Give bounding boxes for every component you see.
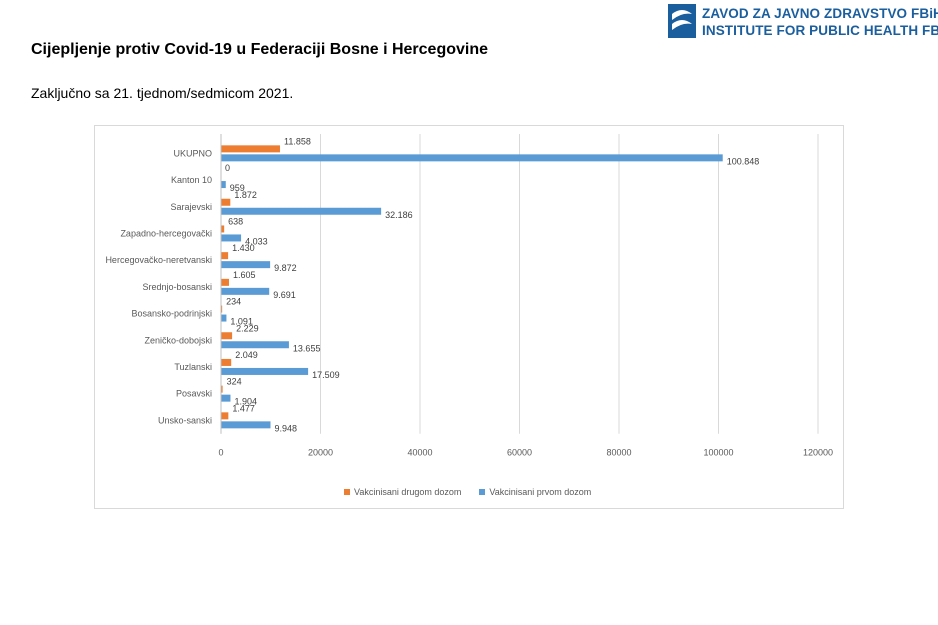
x-tick-label: 100000 bbox=[703, 448, 733, 458]
legend-swatch-first-dose bbox=[479, 489, 486, 495]
bar-second-dose bbox=[221, 198, 231, 206]
bar-second-dose bbox=[221, 385, 223, 393]
institute-logo: ZAVOD ZA JAVNO ZDRAVSTVO FBiH INSTITUTE … bbox=[668, 4, 938, 42]
bar-second-dose bbox=[221, 358, 232, 366]
data-label: 234 bbox=[226, 297, 241, 307]
institute-logo-icon bbox=[668, 4, 696, 38]
category-label: Kanton 10 bbox=[171, 175, 212, 185]
data-label: 9.948 bbox=[274, 423, 297, 433]
bar-second-dose bbox=[221, 412, 229, 420]
x-tick-label: 120000 bbox=[803, 448, 833, 458]
data-label: 11.858 bbox=[284, 136, 311, 146]
bar-chart: 0 20000 40000 60000 80000 100000 120000 UKUPNO 1… bbox=[105, 134, 833, 458]
legend-label-second-dose: Vakcinisani drugom dozom bbox=[354, 487, 462, 497]
bar-first-dose bbox=[221, 314, 227, 322]
data-label: 324 bbox=[227, 377, 242, 387]
data-label: 1.477 bbox=[232, 403, 255, 413]
bar-first-dose bbox=[221, 261, 271, 269]
category-label: Tuzlanski bbox=[174, 362, 212, 372]
page-subtitle: Zaključno sa 21. tjednom/sedmicom 2021. bbox=[31, 85, 294, 101]
chart-legend: Vakcinisani drugom dozom Vakcinisani prv… bbox=[344, 487, 609, 497]
chart-frame bbox=[94, 125, 844, 509]
data-label: 1.091 bbox=[230, 317, 253, 327]
category-label: Unsko-sanski bbox=[158, 415, 212, 425]
legend-swatch-second-dose bbox=[344, 489, 350, 495]
bar-second-dose bbox=[221, 225, 225, 233]
x-tick-label: 0 bbox=[218, 448, 223, 458]
category-label: Zeničko-dobojski bbox=[144, 335, 212, 345]
bar-first-dose bbox=[221, 394, 231, 402]
data-label: 0 bbox=[225, 163, 230, 173]
category-label: Srednjo-bosanski bbox=[142, 282, 212, 292]
bar-first-dose bbox=[221, 421, 271, 429]
bar-first-dose bbox=[221, 207, 382, 215]
bar-first-dose bbox=[221, 367, 309, 375]
data-label: 17.509 bbox=[312, 370, 340, 380]
data-label: 100.848 bbox=[727, 156, 760, 166]
bar-second-dose bbox=[221, 332, 233, 340]
bar-first-dose bbox=[221, 287, 270, 295]
data-label: 638 bbox=[228, 216, 243, 226]
data-label: 2.049 bbox=[235, 350, 258, 360]
x-tick-label: 40000 bbox=[407, 448, 432, 458]
bar-second-dose bbox=[221, 145, 280, 153]
data-label: 9.872 bbox=[274, 263, 297, 273]
logo-text-line2: INSTITUTE FOR PUBLIC HEALTH FB&H bbox=[702, 23, 938, 38]
category-label: Hercegovačko-neretvanski bbox=[105, 255, 212, 265]
page-title: Cijepljenje protiv Covid-19 u Federaciji… bbox=[31, 41, 489, 58]
x-tick-label: 80000 bbox=[606, 448, 631, 458]
category-label: Zapadno-hercegovački bbox=[120, 228, 212, 238]
bar-second-dose bbox=[221, 278, 229, 286]
legend-item-second-dose: Vakcinisani drugom dozom bbox=[344, 487, 461, 497]
bar-first-dose bbox=[221, 234, 242, 242]
data-label: 1.605 bbox=[233, 270, 256, 280]
category-label: Bosansko-podrinjski bbox=[131, 309, 212, 319]
data-label: 959 bbox=[230, 183, 245, 193]
data-label: 1.430 bbox=[232, 243, 255, 253]
legend-item-first-dose: Vakcinisani prvom dozom bbox=[479, 487, 591, 497]
data-label: 4.033 bbox=[245, 236, 268, 246]
category-label: UKUPNO bbox=[173, 148, 212, 158]
data-label: 1.872 bbox=[234, 190, 257, 200]
bar-first-dose bbox=[221, 154, 723, 162]
data-label: 2.229 bbox=[236, 323, 259, 333]
category-label: Sarajevski bbox=[170, 202, 212, 212]
category-label: Posavski bbox=[176, 389, 212, 399]
bar-first-dose bbox=[221, 341, 289, 349]
logo-text-line1: ZAVOD ZA JAVNO ZDRAVSTVO FBiH bbox=[702, 6, 938, 21]
data-label: 9.691 bbox=[273, 290, 296, 300]
bar-first-dose bbox=[221, 181, 226, 189]
data-label: 13.655 bbox=[293, 343, 321, 353]
x-tick-label: 20000 bbox=[308, 448, 333, 458]
bar-second-dose bbox=[221, 252, 229, 260]
x-tick-label: 60000 bbox=[507, 448, 532, 458]
data-label: 1.904 bbox=[234, 397, 257, 407]
legend-label-first-dose: Vakcinisani prvom dozom bbox=[489, 487, 592, 497]
data-label: 32.186 bbox=[385, 210, 413, 220]
bar-second-dose bbox=[221, 305, 223, 313]
